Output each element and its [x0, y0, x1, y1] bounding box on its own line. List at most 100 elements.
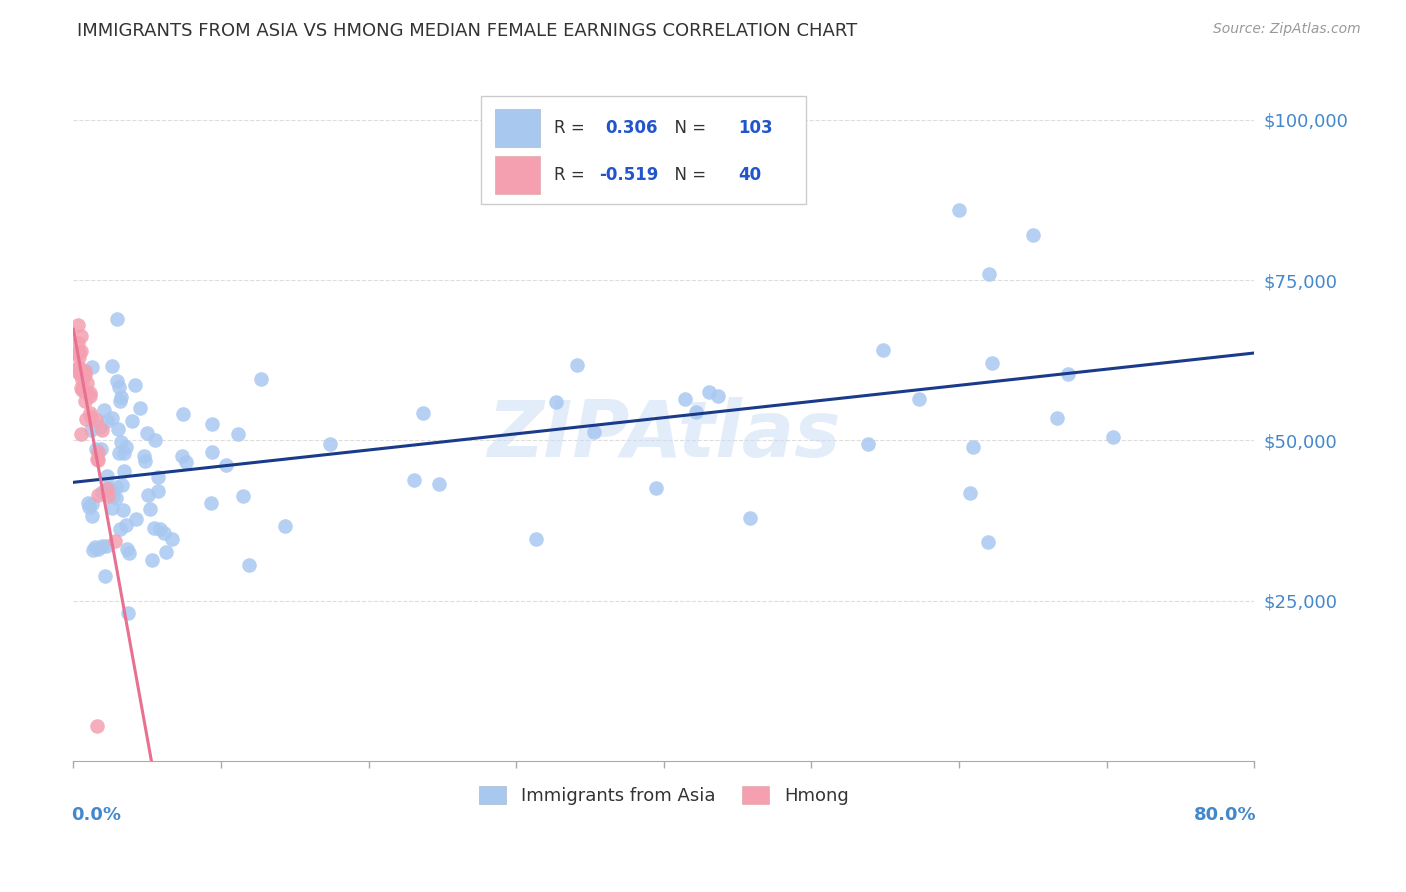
- Point: [174, 455, 197, 469]
- Point: [124, 512, 146, 526]
- Point: [87, 542, 110, 557]
- Text: R =: R =: [554, 166, 591, 184]
- Point: [84, 540, 107, 554]
- Text: N =: N =: [664, 119, 711, 137]
- Point: [75, 364, 97, 378]
- Point: [112, 464, 135, 478]
- Point: [645, 481, 668, 495]
- Point: [105, 375, 128, 389]
- Point: [105, 311, 128, 326]
- Point: [977, 267, 1000, 281]
- Point: [1046, 411, 1069, 425]
- Point: [96, 414, 118, 428]
- Text: 40: 40: [738, 166, 761, 184]
- Point: [67, 345, 90, 359]
- Point: [101, 489, 124, 503]
- Point: [673, 392, 696, 406]
- Point: [80, 409, 103, 424]
- Point: [142, 521, 165, 535]
- Point: [69, 367, 91, 381]
- Point: [104, 480, 127, 494]
- Point: [70, 329, 93, 343]
- Point: [90, 484, 112, 499]
- Point: [70, 365, 93, 379]
- Point: [215, 458, 238, 472]
- Point: [201, 445, 224, 459]
- Point: [232, 489, 254, 503]
- Point: [79, 385, 101, 400]
- Point: [86, 413, 108, 427]
- Point: [697, 385, 720, 400]
- Point: [67, 336, 90, 351]
- Point: [153, 526, 176, 541]
- Point: [100, 359, 122, 373]
- FancyBboxPatch shape: [481, 96, 806, 203]
- Point: [89, 419, 111, 434]
- Point: [101, 411, 124, 425]
- Point: [87, 453, 110, 467]
- Point: [682, 177, 704, 191]
- Point: [135, 425, 157, 440]
- Point: [76, 376, 98, 391]
- Point: [132, 449, 155, 463]
- Point: [70, 373, 93, 387]
- Point: [134, 453, 156, 467]
- Point: [110, 390, 132, 404]
- Point: [1101, 430, 1123, 444]
- Point: [124, 377, 146, 392]
- Point: [94, 569, 117, 583]
- Point: [79, 406, 101, 420]
- Point: [91, 540, 114, 554]
- Point: [319, 437, 342, 451]
- Point: [111, 478, 134, 492]
- Point: [67, 350, 90, 364]
- Point: [172, 407, 194, 421]
- Point: [118, 546, 141, 560]
- Point: [1022, 228, 1045, 243]
- Point: [90, 423, 112, 437]
- Point: [87, 488, 110, 502]
- Point: [82, 359, 104, 374]
- Point: [75, 412, 97, 426]
- FancyBboxPatch shape: [495, 156, 540, 194]
- Point: [108, 446, 131, 460]
- Point: [427, 477, 450, 491]
- Point: [582, 425, 605, 440]
- Point: [129, 401, 152, 416]
- Text: -0.519: -0.519: [599, 166, 658, 184]
- Point: [70, 344, 93, 359]
- Point: [112, 446, 135, 460]
- Point: [524, 532, 547, 546]
- Point: [80, 497, 103, 511]
- Point: [402, 474, 425, 488]
- Point: [143, 433, 166, 447]
- Point: [110, 393, 132, 408]
- Point: [141, 553, 163, 567]
- Point: [115, 440, 138, 454]
- Text: 0.0%: 0.0%: [72, 805, 121, 824]
- Point: [977, 535, 1000, 549]
- Point: [146, 483, 169, 498]
- Point: [67, 361, 90, 376]
- Point: [84, 442, 107, 457]
- Point: [707, 389, 730, 403]
- Point: [138, 502, 160, 516]
- Text: R =: R =: [554, 119, 591, 137]
- Point: [962, 440, 984, 454]
- Point: [73, 394, 96, 409]
- Point: [72, 384, 94, 398]
- Point: [70, 368, 93, 382]
- Point: [567, 358, 589, 372]
- Point: [108, 522, 131, 536]
- Text: ZIPAtlas: ZIPAtlas: [486, 398, 841, 474]
- Point: [86, 452, 108, 467]
- Point: [69, 360, 91, 375]
- Point: [136, 488, 159, 502]
- Text: 80.0%: 80.0%: [1194, 805, 1257, 824]
- Point: [101, 501, 124, 516]
- Point: [97, 489, 120, 503]
- Point: [250, 372, 273, 386]
- Legend: Immigrants from Asia, Hmong: Immigrants from Asia, Hmong: [470, 777, 858, 814]
- Point: [67, 346, 90, 360]
- Point: [79, 500, 101, 515]
